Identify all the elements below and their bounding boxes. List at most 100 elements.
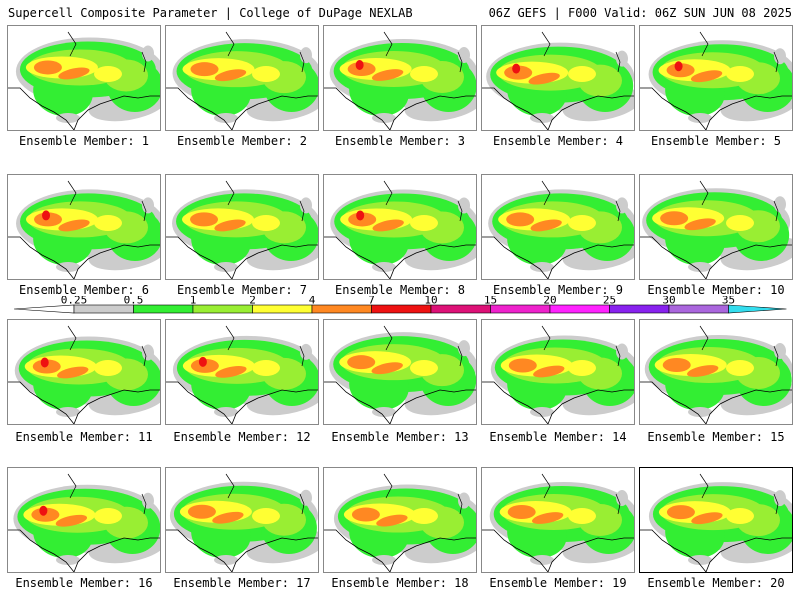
ensemble-member-map[interactable]	[165, 25, 319, 131]
scp-contour-gray	[142, 492, 154, 509]
scp-contour-gray	[530, 262, 554, 272]
member-label: Ensemble Member: 19	[489, 576, 627, 590]
state-boundary	[383, 325, 463, 367]
scp-contour-yellow	[410, 66, 438, 82]
ensemble-member-map[interactable]	[165, 319, 319, 425]
ensemble-member-map[interactable]	[639, 319, 793, 425]
scp-contour-orange	[684, 218, 716, 231]
member-label: Ensemble Member: 4	[492, 134, 624, 148]
scp-contour-gray	[530, 407, 554, 417]
member-label: Ensemble Member: 16	[15, 576, 153, 590]
scp-field	[482, 473, 634, 572]
scp-contour-orange	[214, 219, 246, 232]
ensemble-member-map[interactable]	[639, 467, 793, 573]
member-label: Ensemble Member: 7	[176, 283, 308, 297]
member-label: Ensemble Member: 15	[647, 430, 785, 444]
scp-contour-orange	[506, 212, 535, 227]
state-boundary	[699, 180, 779, 222]
ensemble-member-map[interactable]	[323, 319, 477, 425]
ensemble-member-map[interactable]	[481, 25, 635, 131]
coastline-boundary	[166, 236, 318, 279]
member-label: Ensemble Member: 5	[650, 134, 782, 148]
ensemble-member-map[interactable]	[7, 319, 161, 425]
member-label: Ensemble Member: 17	[173, 576, 311, 590]
scp-contour-orange	[372, 219, 404, 232]
ensemble-member-map[interactable]	[323, 467, 477, 573]
coastline-boundary	[482, 381, 634, 424]
ensemble-member-map[interactable]	[7, 174, 161, 280]
state-boundary	[67, 325, 147, 367]
scp-field	[324, 325, 476, 424]
scp-contour-orange	[660, 211, 689, 226]
scp-contour-orange	[347, 355, 376, 370]
scp-contour-yellow	[568, 66, 596, 82]
scp-field	[324, 180, 476, 279]
scp-contour-gray	[214, 407, 238, 417]
scp-contour-orange	[687, 365, 719, 377]
scp-contour-gray	[214, 113, 238, 123]
scp-contour-gray	[530, 555, 554, 565]
scp-field	[324, 31, 476, 130]
ensemble-member-map[interactable]	[7, 25, 161, 131]
ensemble-member-map[interactable]	[7, 467, 161, 573]
scale-tick-label: 7	[368, 296, 375, 307]
scp-contour-gray	[56, 555, 80, 565]
scp-contour-red	[355, 60, 364, 71]
scp-contour-gray	[56, 262, 80, 272]
scp-contour-gray	[56, 407, 80, 417]
ensemble-member-map[interactable]	[165, 467, 319, 573]
state-boundary	[541, 473, 621, 515]
scp-contour-orange	[666, 505, 695, 520]
scp-contour-orange	[57, 366, 89, 379]
scp-contour-gray	[530, 113, 554, 123]
state-boundary	[225, 31, 305, 73]
ensemble-member-map[interactable]	[165, 174, 319, 280]
ensemble-member-map[interactable]	[323, 174, 477, 280]
scp-contour-orange	[690, 70, 723, 83]
scp-contour-orange	[376, 514, 408, 527]
coastline-boundary	[640, 236, 792, 279]
ensemble-member-map[interactable]	[639, 174, 793, 280]
coastline-boundary	[482, 236, 634, 279]
state-boundary	[225, 180, 305, 222]
scp-field	[166, 325, 318, 424]
scp-field	[482, 325, 634, 424]
scale-tick-label: 15	[484, 296, 497, 307]
state-boundary	[225, 325, 305, 367]
scp-contour-orange	[55, 514, 88, 527]
header-title: Supercell Composite Parameter | College …	[8, 6, 413, 20]
scp-contour-gray	[300, 343, 312, 360]
scale-tick-label: 25	[603, 296, 616, 307]
scale-swatch	[609, 304, 670, 314]
scp-contour-gray	[688, 407, 712, 417]
scp-contour-gray	[372, 262, 396, 272]
header-valid-time: 06Z GEFS | F000 Valid: 06Z SUN JUN 08 20…	[488, 6, 792, 20]
member-label: Ensemble Member: 11	[15, 430, 153, 444]
scp-contour-orange	[190, 62, 219, 77]
coastline-boundary	[640, 87, 792, 130]
scp-field	[166, 473, 318, 572]
coastline-boundary	[166, 87, 318, 130]
scp-contour-yellow	[94, 508, 122, 524]
state-boundary	[699, 31, 779, 73]
scp-contour-gray	[372, 407, 396, 417]
scale-tick-label: 35	[722, 296, 735, 307]
scp-contour-yellow	[410, 508, 438, 524]
member-label: Ensemble Member: 2	[176, 134, 308, 148]
ensemble-member-map[interactable]	[481, 467, 635, 573]
member-label: Ensemble Member: 10	[647, 283, 785, 297]
scp-field	[8, 473, 160, 572]
scale-tick-label: 4	[309, 296, 316, 307]
ensemble-member-map[interactable]	[481, 319, 635, 425]
ensemble-member-map[interactable]	[639, 25, 793, 131]
ensemble-member-map[interactable]	[481, 174, 635, 280]
state-boundary	[67, 31, 147, 73]
ensemble-member-map[interactable]	[323, 25, 477, 131]
color-scale-bar: 0.25 0.5 1 2 4 7 10 15 20 25 30 35	[13, 296, 787, 314]
scp-contour-orange	[691, 512, 723, 525]
state-boundary	[541, 325, 621, 367]
scp-field	[640, 180, 792, 279]
scp-field	[166, 180, 318, 279]
scale-swatch	[252, 304, 313, 314]
scale-swatch	[430, 304, 491, 314]
